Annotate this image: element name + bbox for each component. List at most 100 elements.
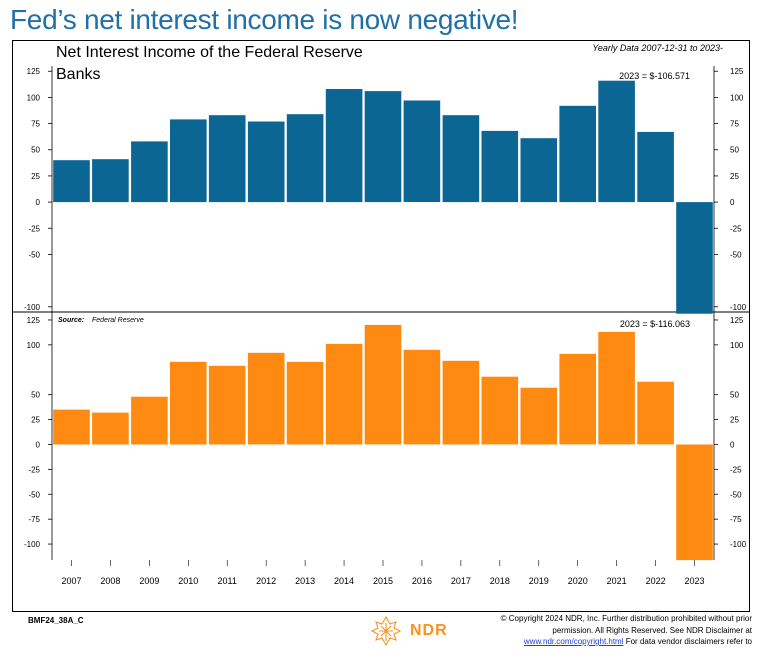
bar-top-2013 xyxy=(286,114,324,203)
copyright-line3-rest: For data vendor disclaimers refer to xyxy=(623,637,752,646)
x-tick-label-2011: 2011 xyxy=(218,576,237,586)
chart-title: Net Interest Income of the Federal Reser… xyxy=(56,44,363,83)
y-tick-label-left: -25 xyxy=(28,465,40,474)
x-tick-label-2012: 2012 xyxy=(256,576,276,586)
y-tick-label-left: 100 xyxy=(27,341,41,350)
bar-bottom-2010 xyxy=(170,361,207,445)
copyright-line1: © Copyright 2024 NDR, Inc. Further distr… xyxy=(500,614,752,623)
x-tick-label-2010: 2010 xyxy=(178,576,198,586)
x-tick-label-2023: 2023 xyxy=(685,576,705,586)
copyright-line2: permission. All Rights Reserved. See NDR… xyxy=(552,625,752,635)
bar-bottom-2013 xyxy=(286,361,324,445)
ndr-logo-icon xyxy=(370,615,402,647)
bar-top-2012 xyxy=(247,121,285,203)
source-text: Federal Reserve xyxy=(92,317,144,324)
y-tick-label-left: 50 xyxy=(31,391,40,400)
y-tick-label-right: 25 xyxy=(730,416,739,425)
y-tick-label-left: -50 xyxy=(28,250,40,259)
y-tick-label-left: 0 xyxy=(36,440,41,449)
x-tick-label-2019: 2019 xyxy=(529,576,549,586)
y-tick-label-right: -100 xyxy=(730,303,747,312)
bar-bottom-2018 xyxy=(481,376,519,445)
copyright-notice: © Copyright 2024 NDR, Inc. Further distr… xyxy=(482,613,752,648)
x-tick-label-2020: 2020 xyxy=(568,576,588,586)
bar-top-2008 xyxy=(92,159,129,203)
y-tick-label-right: -100 xyxy=(730,540,747,549)
y-tick-label-left: -100 xyxy=(24,303,41,312)
y-tick-label-right: -50 xyxy=(730,490,742,499)
y-tick-label-right: 25 xyxy=(730,172,739,181)
value-annotation: 2023 = $-106.571 xyxy=(619,71,690,81)
bar-bottom-2017 xyxy=(442,360,480,445)
x-tick-label-2017: 2017 xyxy=(451,576,471,586)
footer-code: BMF24_38A_C xyxy=(28,616,84,625)
x-tick-label-2016: 2016 xyxy=(412,576,432,586)
y-tick-label-left: 25 xyxy=(31,416,40,425)
y-tick-label-left: -25 xyxy=(28,224,40,233)
chart-subtitle: Yearly Data 2007-12-31 to 2023- xyxy=(592,43,723,53)
x-tick-label-2021: 2021 xyxy=(607,576,627,586)
y-tick-label-left: -75 xyxy=(28,515,40,524)
y-tick-label-left: -50 xyxy=(28,490,40,499)
logo-text: NDR xyxy=(410,622,448,639)
y-tick-label-right: -50 xyxy=(730,250,742,259)
bar-top-2018 xyxy=(481,130,519,203)
bar-top-2020 xyxy=(559,105,596,203)
bar-top-2009 xyxy=(131,141,168,203)
y-tick-label-left: 50 xyxy=(31,146,40,155)
bar-top-2015 xyxy=(364,91,402,203)
bar-bottom-2016 xyxy=(403,349,441,445)
bar-top-2023 xyxy=(676,202,713,314)
bar-bottom-2008 xyxy=(92,412,129,445)
copyright-link[interactable]: www.ndr.com/copyright.html xyxy=(523,637,624,646)
x-tick-label-2013: 2013 xyxy=(295,576,315,586)
bar-top-2022 xyxy=(637,131,674,202)
bar-top-2007 xyxy=(53,160,90,203)
bar-top-2021 xyxy=(598,80,635,203)
y-tick-label-right: 125 xyxy=(730,67,744,76)
x-tick-label-2018: 2018 xyxy=(490,576,510,586)
y-tick-label-right: 100 xyxy=(730,341,744,350)
chart-frame xyxy=(12,40,750,612)
headline: Fed’s net interest income is now negativ… xyxy=(10,4,519,35)
y-tick-label-right: 0 xyxy=(730,440,735,449)
y-tick-label-left: 125 xyxy=(27,67,41,76)
bar-top-2017 xyxy=(442,115,480,203)
x-tick-label-2022: 2022 xyxy=(646,576,666,586)
bar-bottom-2015 xyxy=(364,324,402,445)
x-tick-label-2007: 2007 xyxy=(61,576,81,586)
y-tick-label-left: 0 xyxy=(36,198,41,207)
copyright-line3: www.ndr.com/copyright.html For data vend… xyxy=(482,636,752,648)
bar-bottom-2007 xyxy=(53,409,90,445)
bar-bottom-2012 xyxy=(247,352,285,445)
bar-bottom-2022 xyxy=(637,381,674,445)
y-tick-label-right: -25 xyxy=(730,465,742,474)
y-tick-label-left: 125 xyxy=(27,316,41,325)
bar-top-2019 xyxy=(520,138,558,203)
y-tick-label-right: 75 xyxy=(730,120,739,129)
x-tick-label-2009: 2009 xyxy=(139,576,159,586)
y-tick-label-left: 100 xyxy=(27,93,41,102)
value-annotation: 2023 = $-116.063 xyxy=(620,319,690,329)
source-label: Source: xyxy=(58,317,84,324)
x-tick-label-2008: 2008 xyxy=(100,576,120,586)
y-tick-label-right: 100 xyxy=(730,93,744,102)
bar-bottom-2023 xyxy=(676,444,713,561)
y-tick-label-left: 25 xyxy=(31,172,40,181)
bar-top-2014 xyxy=(325,89,363,203)
bar-bottom-2019 xyxy=(520,387,558,445)
x-tick-label-2014: 2014 xyxy=(334,576,354,586)
y-tick-label-left: 75 xyxy=(31,120,40,129)
y-tick-label-left: -100 xyxy=(24,540,41,549)
bar-bottom-2020 xyxy=(559,353,596,445)
bar-top-2011 xyxy=(208,115,246,203)
bar-top-2010 xyxy=(170,119,207,203)
y-tick-label-right: -25 xyxy=(730,224,742,233)
bar-bottom-2009 xyxy=(131,396,168,445)
bar-bottom-2014 xyxy=(325,343,363,445)
bar-top-2016 xyxy=(403,100,441,202)
bar-bottom-2011 xyxy=(208,365,246,445)
y-tick-label-right: 50 xyxy=(730,146,739,155)
y-tick-label-right: 50 xyxy=(730,391,739,400)
